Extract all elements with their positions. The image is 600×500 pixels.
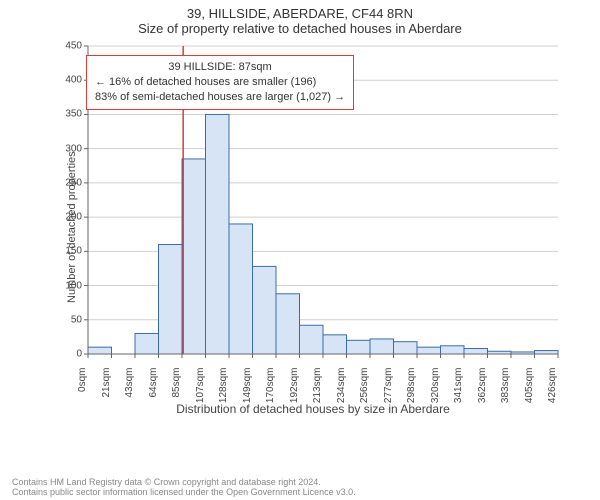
x-tick-label: 192sqm [289, 368, 300, 404]
y-tick-label: 200 [42, 212, 82, 223]
annotation-box: 39 HILLSIDE: 87sqm ← 16% of detached hou… [86, 55, 354, 110]
x-tick-label: 128sqm [218, 368, 229, 404]
x-tick-label: 320sqm [430, 368, 441, 404]
y-tick-label: 300 [42, 143, 82, 154]
chart-title-sub: Size of property relative to detached ho… [0, 21, 600, 38]
x-tick-label: 341sqm [453, 368, 464, 404]
x-tick-label: 149sqm [242, 368, 253, 404]
x-tick-label: 170sqm [265, 368, 276, 404]
y-tick-label: 150 [42, 246, 82, 257]
y-tick-label: 100 [42, 280, 82, 291]
x-tick-label: 256sqm [359, 368, 370, 404]
x-tick-label: 0sqm [77, 368, 88, 392]
x-tick-label: 64sqm [148, 368, 159, 398]
x-tick-label: 383sqm [500, 368, 511, 404]
x-tick-label: 234sqm [336, 368, 347, 404]
footer-line2: Contains public sector information licen… [12, 488, 356, 498]
chart-container: 39, HILLSIDE, ABERDARE, CF44 8RN Size of… [0, 0, 600, 500]
y-tick-label: 450 [42, 41, 82, 52]
x-tick-label: 277sqm [383, 368, 394, 404]
annotation-line3: 83% of semi-detached houses are larger (… [95, 90, 345, 105]
x-tick-label: 426sqm [547, 368, 558, 404]
footer: Contains HM Land Registry data © Crown c… [12, 478, 356, 498]
y-tick-label: 0 [42, 349, 82, 360]
plot-area: Number of detached properties 0501001502… [58, 42, 568, 412]
chart-title-main: 39, HILLSIDE, ABERDARE, CF44 8RN [0, 0, 600, 21]
x-tick-label: 21sqm [101, 368, 112, 398]
y-tick-label: 400 [42, 75, 82, 86]
x-tick-label: 213sqm [312, 368, 323, 404]
x-tick-label: 85sqm [171, 368, 182, 398]
annotation-line1: 39 HILLSIDE: 87sqm [95, 60, 345, 75]
x-tick-label: 43sqm [124, 368, 135, 398]
y-tick-label: 250 [42, 177, 82, 188]
x-tick-label: 107sqm [195, 368, 206, 404]
x-tick-label: 405sqm [524, 368, 535, 404]
x-tick-label: 362sqm [477, 368, 488, 404]
y-tick-label: 350 [42, 109, 82, 120]
x-tick-label: 298sqm [406, 368, 417, 404]
annotation-line2: ← 16% of detached houses are smaller (19… [95, 75, 345, 90]
y-tick-label: 50 [42, 314, 82, 325]
x-axis-label: Distribution of detached houses by size … [58, 402, 568, 416]
